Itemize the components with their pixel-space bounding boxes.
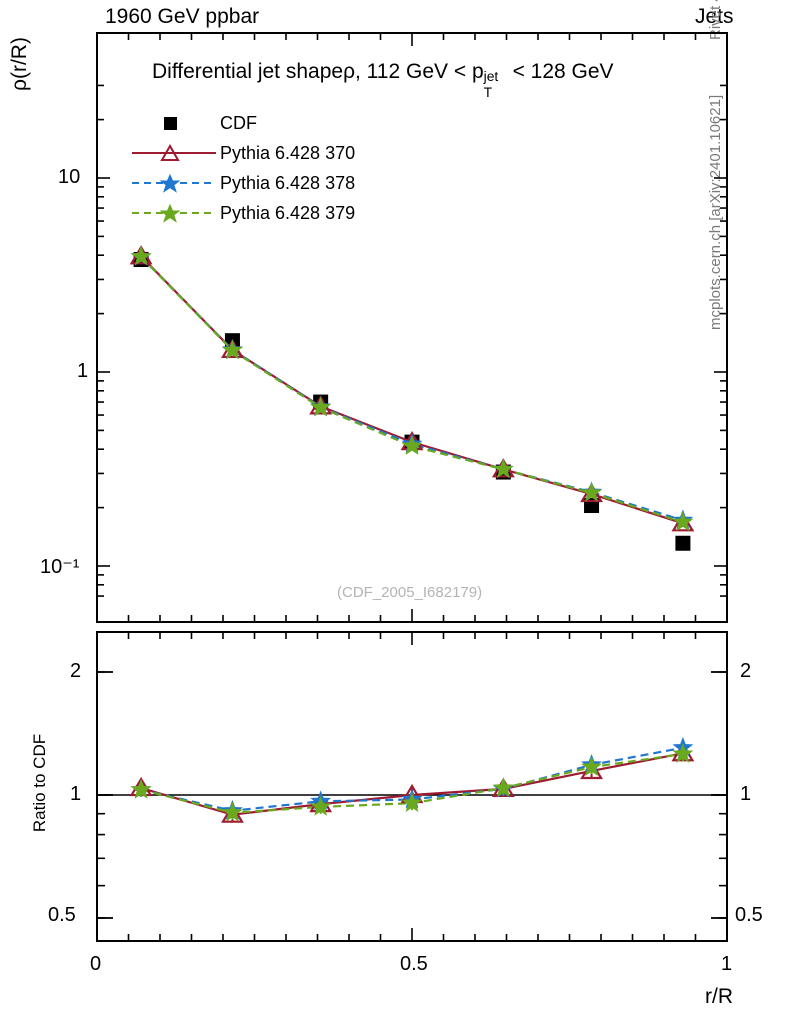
marker-star (130, 245, 152, 266)
legend-label-pythia-378: Pythia 6.428 378 (220, 172, 356, 193)
title-rho: ρ (343, 60, 356, 83)
marker-star (581, 482, 602, 502)
series-line-pythia-6.428-370 (140, 255, 684, 525)
marker-star (492, 458, 514, 479)
legend-swatch-pythia-370 (132, 143, 216, 161)
legend-item-cdf[interactable]: CDF (128, 108, 355, 138)
x-axis-label: r/R (705, 985, 733, 1008)
marker-star (310, 796, 332, 816)
legend-item-pythia-370[interactable]: Pythia 6.428 370 (128, 138, 355, 168)
ratio-ytick-2-left: 2 (70, 660, 82, 682)
ratio-ytick-0.5-right: 0.5 (735, 904, 763, 926)
marker-star (222, 801, 243, 822)
legend-item-pythia-379[interactable]: Pythia 6.428 379 (128, 198, 355, 228)
legend-label-cdf: CDF (220, 112, 257, 133)
main-ytick-1: 1 (77, 360, 89, 382)
main-plot-title: Differential jet shapeρ, 112 GeV < p jet… (152, 60, 614, 100)
ratio-ytick-2-right: 2 (740, 660, 752, 682)
marker-star (130, 778, 152, 799)
legend-label-pythia-370: Pythia 6.428 370 (220, 142, 356, 163)
marker-square (675, 535, 691, 551)
marker-star (401, 792, 423, 813)
main-ytick-0.1: 10⁻¹ (40, 556, 80, 578)
title-superscript: jet (483, 67, 499, 84)
title-mid: , 112 GeV < p (355, 60, 484, 83)
legend-label-pythia-379: Pythia 6.428 379 (220, 202, 356, 223)
legend-item-pythia-378[interactable]: Pythia 6.428 378 (128, 168, 355, 198)
legend-swatch-cdf (164, 117, 177, 130)
xtick-1: 1 (721, 953, 733, 975)
marker-star (492, 777, 514, 797)
xtick-0.5: 0.5 (400, 953, 428, 975)
main-ytick-10: 10 (58, 166, 81, 188)
marker-star (222, 339, 243, 360)
ratio-ytick-1-left: 1 (70, 783, 82, 805)
legend: CDF Pythia 6.428 370 Pythia 6.428 378 Py… (128, 108, 355, 228)
ratio-ytick-1-right: 1 (740, 783, 752, 805)
xtick-0: 0 (90, 953, 102, 975)
title-post: < 128 GeV (506, 60, 614, 83)
marker-star (310, 396, 332, 417)
marker-star (401, 435, 423, 455)
legend-swatch-pythia-378 (132, 173, 216, 193)
series-line-pythia-6.428-379 (140, 255, 684, 524)
header-left-label: 1960 GeV ppbar (105, 5, 260, 28)
header-right-label: Jets (695, 5, 734, 28)
marker-star (581, 756, 602, 776)
main-panel-frame (96, 32, 728, 623)
ratio-ytick-0.5-left: 0.5 (48, 904, 76, 926)
legend-swatch-pythia-379 (132, 203, 216, 223)
dataset-watermark: (CDF_2005_I682179) (337, 584, 483, 601)
marker-star (672, 511, 694, 532)
title-subscript: T (483, 84, 493, 101)
marker-star (672, 743, 694, 763)
series-line-pythia-6.428-378 (140, 256, 684, 522)
title-pre: Differential jet shape (152, 60, 344, 83)
